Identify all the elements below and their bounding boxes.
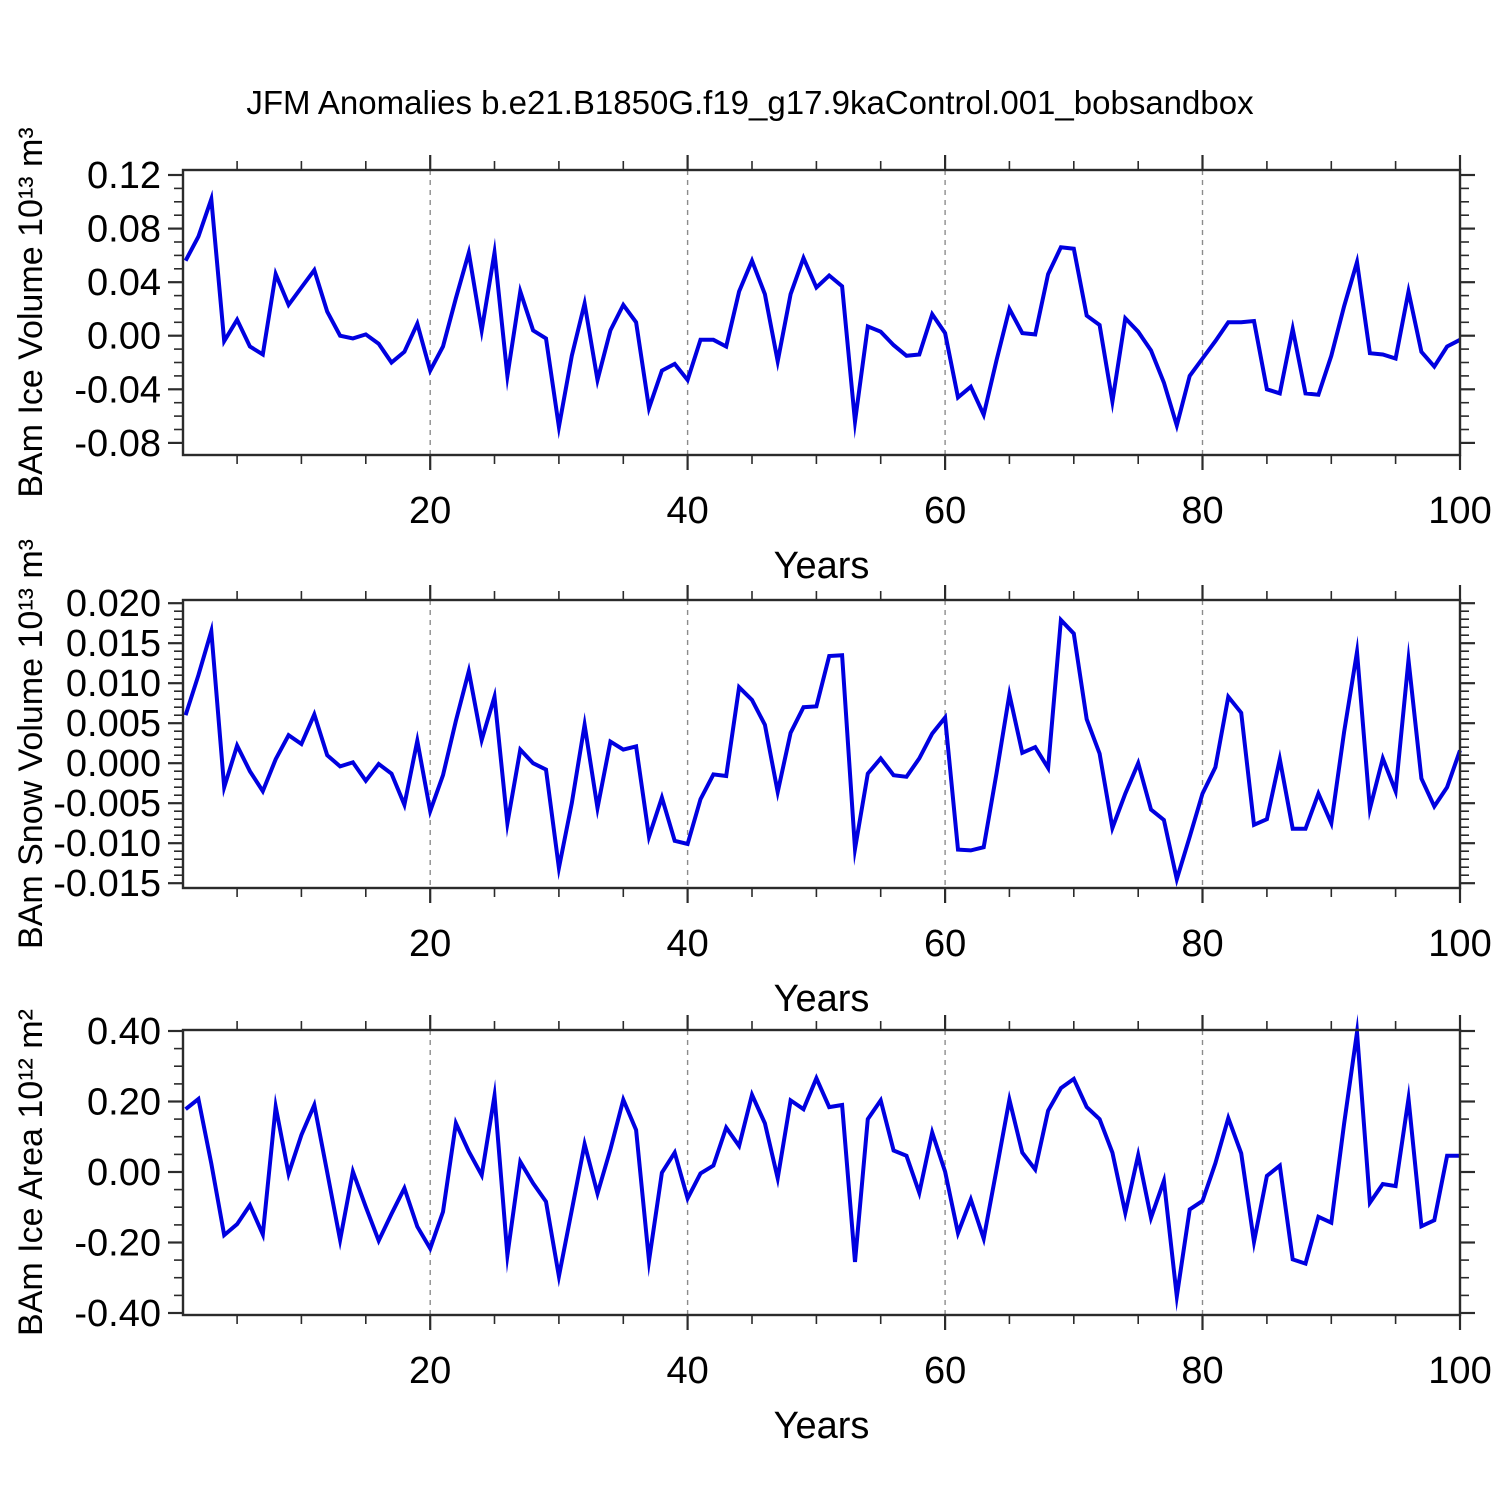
- x-tick-label: 20: [409, 490, 451, 532]
- ticks-snow-volume: [168, 585, 1475, 903]
- panel-ice-area: 20 40 60 80 100 0.40 0.20 0.00 -0.20 -0.40 Years BA…: [12, 1009, 1492, 1447]
- x-tick-label: 80: [1181, 490, 1223, 532]
- tick-labels-snow-volume: 20 40 60 80 1000.0200.0150.0100.0050.000-0.0…: [53, 583, 1491, 965]
- series-line-ice-area: [184, 1013, 1460, 1312]
- y-tick-label: 0.020: [66, 583, 161, 625]
- x-tick-label: 60: [924, 1350, 966, 1392]
- y-tick-label: -0.010: [53, 823, 161, 865]
- plot-frame-snow-volume: [181, 598, 1462, 890]
- x-tick-label: 100: [1428, 923, 1491, 965]
- x-tick-label: 80: [1181, 1350, 1223, 1392]
- y-axis-title-ice-area: BAm Ice Area 10¹² m²: [12, 1009, 50, 1336]
- panel-snow-volume: 20 40 60 80 1000.0200.0150.0100.0050.000-0.0…: [12, 539, 1492, 1020]
- grid-lines-ice-area: [429, 1030, 1204, 1315]
- tick-labels-ice-volume: 20 40 60 80 100 0.12 0.08 0.04 0.00 -0.04 -0.08: [74, 155, 1491, 532]
- y-tick-label: 0.00: [87, 1152, 161, 1194]
- panel-ice-volume: 20 40 60 80 100 0.12 0.08 0.04 0.00 -0.04 -0.08 Yea…: [12, 127, 1492, 587]
- x-tick-label: 40: [666, 923, 708, 965]
- y-tick-label: 0.000: [66, 743, 161, 785]
- y-tick-label: 0.015: [66, 623, 161, 665]
- x-tick-label: 60: [924, 923, 966, 965]
- x-axis-title-ice-area: Years: [774, 1405, 870, 1447]
- figure-title: JFM Anomalies b.e21.B1850G.f19_g17.9kaCo…: [246, 84, 1254, 121]
- x-tick-label: 40: [666, 1350, 708, 1392]
- grid-lines-ice-volume: [429, 170, 1204, 455]
- x-tick-label: 20: [409, 923, 451, 965]
- y-axis-title-ice-volume: BAm Ice Volume 10¹³ m³: [12, 127, 50, 497]
- y-tick-label: -0.005: [53, 783, 161, 825]
- series-line-ice-volume: [183, 189, 1461, 440]
- x-tick-label: 40: [666, 490, 708, 532]
- x-tick-label: 80: [1181, 923, 1223, 965]
- ticks-ice-volume: [168, 155, 1475, 470]
- y-tick-label: -0.20: [74, 1222, 161, 1264]
- x-tick-label: 100: [1428, 1350, 1491, 1392]
- y-tick-label: 0.00: [87, 316, 161, 358]
- y-axis-title-snow-volume: BAm Snow Volume 10¹³ m³: [12, 539, 50, 949]
- x-tick-label: 20: [409, 1350, 451, 1392]
- y-tick-label: 0.08: [87, 209, 161, 251]
- y-tick-label: 0.20: [87, 1081, 161, 1123]
- tick-labels-ice-area: 20 40 60 80 100 0.40 0.20 0.00 -0.20 -0.40: [74, 1011, 1491, 1392]
- x-tick-label: 60: [924, 490, 966, 532]
- x-axis-title-snow-volume: Years: [774, 978, 870, 1020]
- y-tick-label: 0.04: [87, 262, 161, 304]
- y-tick-label: 0.40: [87, 1011, 161, 1053]
- y-tick-label: 0.12: [87, 155, 161, 197]
- plot-frame-ice-volume: [181, 168, 1462, 457]
- y-tick-label: -0.40: [74, 1293, 161, 1335]
- y-tick-label: -0.08: [74, 423, 161, 465]
- y-tick-label: 0.010: [66, 663, 161, 705]
- y-tick-label: -0.015: [53, 863, 161, 905]
- x-tick-label: 100: [1428, 490, 1491, 532]
- grid-lines-snow-volume: [429, 600, 1204, 888]
- series-line-snow-volume: [183, 615, 1462, 888]
- x-axis-title-ice-volume: Years: [774, 545, 870, 587]
- ticks-ice-area: [168, 1015, 1475, 1330]
- y-tick-label: 0.005: [66, 703, 161, 745]
- y-tick-label: -0.04: [74, 369, 161, 411]
